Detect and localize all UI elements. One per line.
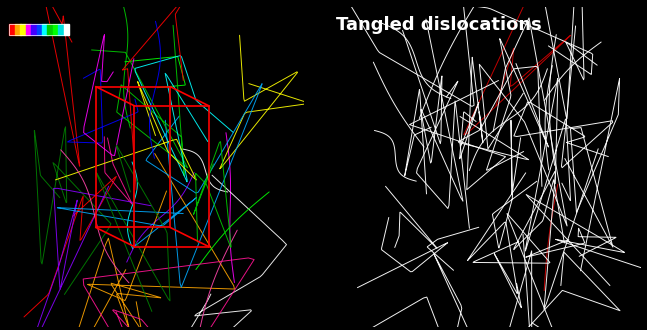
Bar bbox=[42, 24, 48, 35]
Bar bbox=[36, 24, 42, 35]
Bar bbox=[31, 24, 37, 35]
Bar bbox=[63, 24, 69, 35]
Bar bbox=[58, 24, 64, 35]
Bar bbox=[10, 24, 69, 35]
Text: Tangled dislocations: Tangled dislocations bbox=[336, 16, 542, 34]
Bar bbox=[15, 24, 21, 35]
Bar bbox=[10, 24, 15, 35]
Bar bbox=[26, 24, 32, 35]
Bar bbox=[53, 24, 58, 35]
Bar bbox=[20, 24, 26, 35]
Bar bbox=[47, 24, 53, 35]
